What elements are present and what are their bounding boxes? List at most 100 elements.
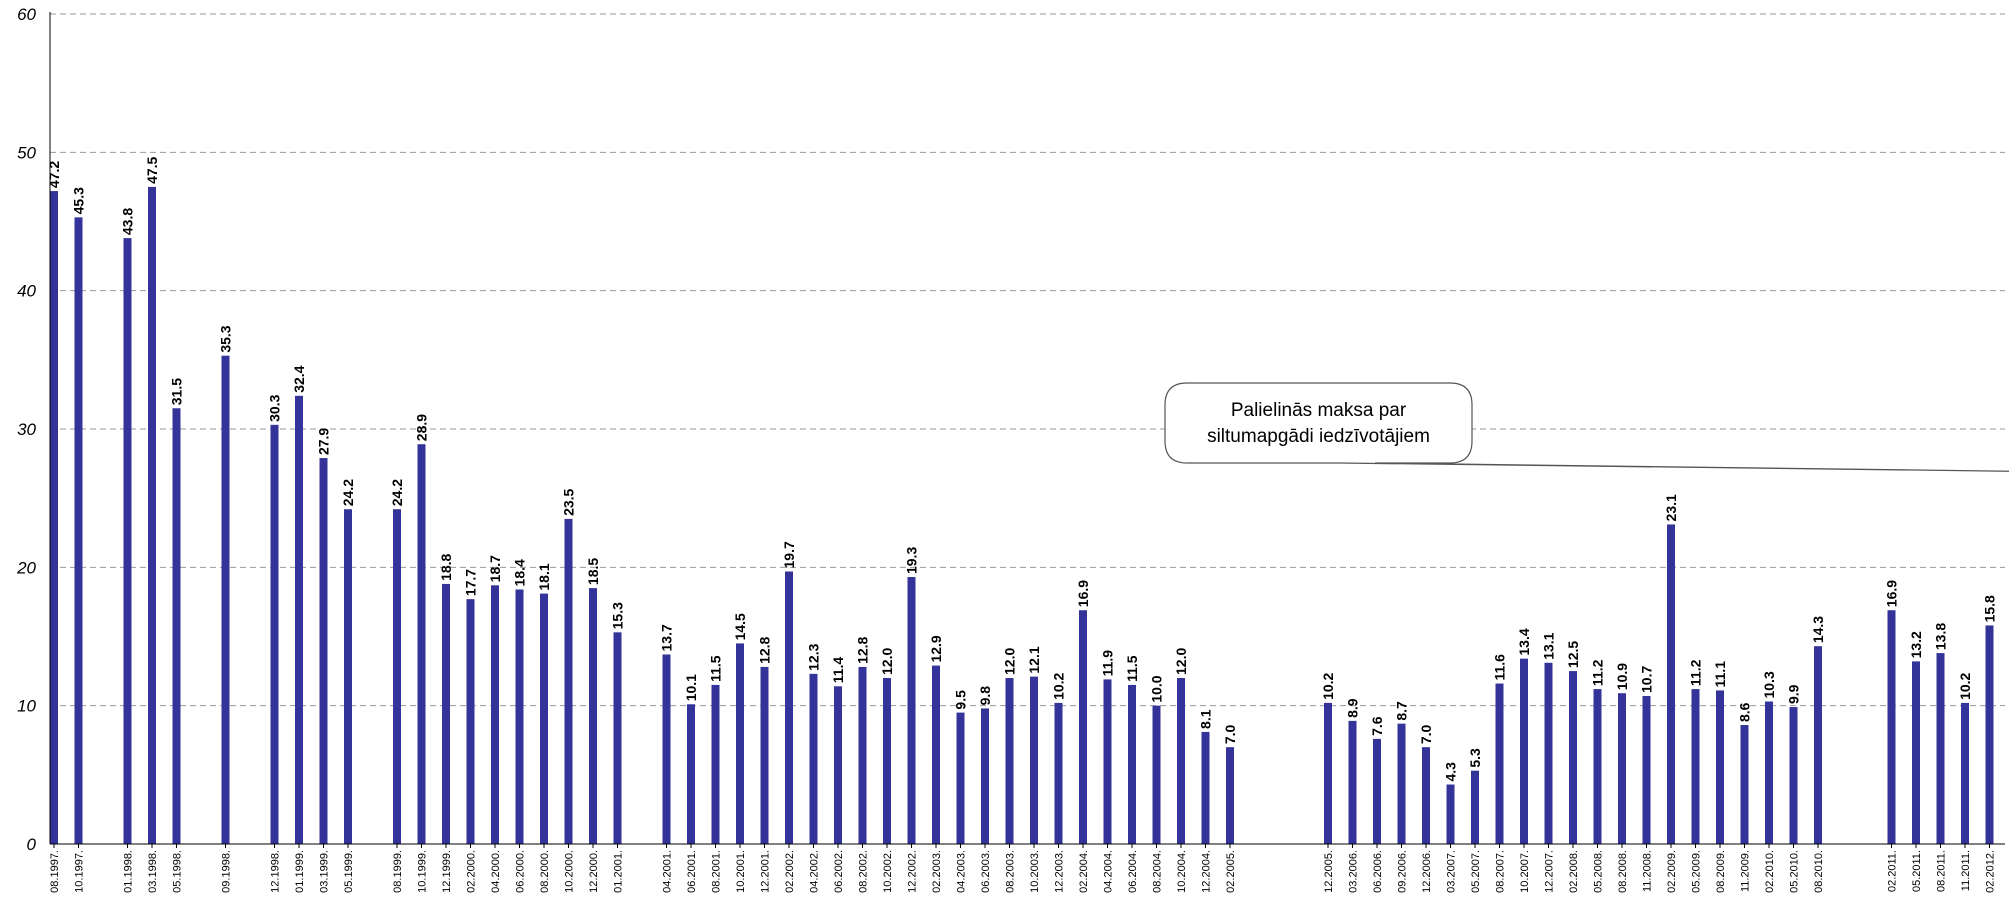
x-tick-label: 08.2009. [1715,850,1727,893]
data-label: 23.1 [1663,494,1679,521]
x-tick-label: 05.2008. [1593,850,1605,893]
x-tick-label: 10.2000. [564,850,576,893]
data-label: 12.7 [2006,638,2009,665]
bar [1177,678,1185,844]
data-label: 7.6 [1369,716,1385,736]
bar [1471,770,1479,844]
x-tick-label: 01.1999. [294,850,306,893]
data-label: 47.5 [144,156,160,183]
data-label: 10.3 [1761,671,1777,698]
x-tick-label: 05.2011. [1911,850,1923,892]
data-label: 13.4 [1516,628,1532,655]
bar [736,643,744,844]
x-tick-label: 06.2000. [515,850,527,893]
data-label: 24.2 [340,479,356,506]
bar [687,704,695,844]
bar [760,666,769,844]
bar [1961,702,1969,844]
data-label: 13.2 [1908,631,1924,658]
x-tick-label: 04.2002. [809,850,821,893]
bar [1814,646,1822,844]
x-tick-label: 06.2006. [1372,850,1384,893]
bar [1691,689,1700,844]
data-label: 11.1 [1712,661,1728,688]
x-tick-label: 09.2006. [1397,850,1409,893]
data-label: 11.6 [1492,654,1508,681]
data-label: 32.4 [291,365,307,392]
annotation-callout: Palielinās maksa par siltumapgādi iedzīvo… [1164,382,2009,472]
bar [1422,747,1430,844]
x-tick-label: 12.1999. [441,850,453,893]
x-tick-label: 02.2011. [1887,850,1899,892]
callout-text: siltumapgādi iedzīvotājiem [1207,426,1430,447]
x-tick-label: 02.2005. [1225,850,1237,893]
data-label: 8.6 [1737,702,1753,722]
bar [491,585,499,844]
x-tick-label: 03.1999. [319,850,331,893]
data-label: 9.5 [953,690,969,710]
bar [711,684,720,844]
bar [1152,705,1161,844]
bar [1103,679,1112,844]
data-label: 18.7 [487,555,503,582]
x-tick-label: 04.2004. [1103,850,1115,893]
bar [1005,678,1014,844]
bar [1128,684,1136,844]
data-label: 11.9 [1100,650,1116,677]
x-tick-label: 12.1998. [270,850,282,893]
x-tick-label: 12.2005. [1323,850,1335,893]
x-tick-label: 11.2008. [1642,850,1654,892]
x-tick-label: 05.1998. [172,850,184,893]
x-tick-label: 10.1999. [417,850,429,893]
data-label: 15.8 [1982,595,1998,622]
bar [344,509,352,844]
bar [809,673,818,844]
y-tick-label: 0 [27,835,37,854]
data-label: 7.0 [1418,724,1434,744]
x-tick-label: 10.2002. [882,850,894,893]
bar [1642,695,1651,844]
x-tick-label: 08.2002. [858,850,870,893]
bar [1667,524,1675,844]
bar [932,665,940,844]
x-tick-label: 01.2001. [613,850,625,893]
x-tick-label: 02.2009. [1666,850,1678,893]
bar [123,238,132,845]
x-tick-label: 08.1999. [392,850,404,893]
data-labels: 47.2 45.3 43.8 47.5 31.5 35.3 30.3 32.4 27.9 24.2… [46,156,2009,781]
x-tick-label: 02.2012. [1985,850,1997,893]
data-label: 30.3 [267,394,283,421]
data-label: 12.3 [806,643,822,670]
bar [1789,707,1798,844]
data-label: 13.1 [1541,632,1557,659]
x-tick-label: 10.2007. [1519,850,1531,893]
x-tick-label: 12.2007. [1544,850,1556,893]
x-tick-label: 06.2003. [980,850,992,893]
data-label: 12.8 [757,636,773,663]
x-tick-label: 10.2003. [1029,850,1041,893]
data-label: 18.1 [536,563,552,590]
data-label: 8.9 [1345,698,1361,718]
x-tick-label: 06.2001. [686,850,698,893]
x-tick-label: 10.2004. [1176,850,1188,893]
axes: 0 10 20 30 40 50 60 [16,5,2005,854]
data-label: 11.2 [1688,659,1704,686]
x-tick-label: 08.2000. [539,850,551,893]
bar [148,186,156,844]
bar [613,632,622,844]
data-label: 35.3 [218,325,234,352]
bar [1079,610,1087,844]
x-tick-label: 04.2001. [662,850,674,893]
callout-bubble [1164,382,2009,472]
bar [1520,658,1528,844]
data-label: 8.7 [1394,701,1410,721]
x-tick-label: 08.2011. [1936,850,1948,892]
x-tick-label: 06.2002. [833,850,845,893]
data-label: 18.4 [512,559,528,586]
x-tick-label: 10.2001. [735,850,747,893]
data-label: 19.7 [781,541,797,568]
x-tick-label: 03.2007. [1446,850,1458,893]
data-label: 24.2 [389,479,405,506]
data-label: 14.5 [732,613,748,640]
